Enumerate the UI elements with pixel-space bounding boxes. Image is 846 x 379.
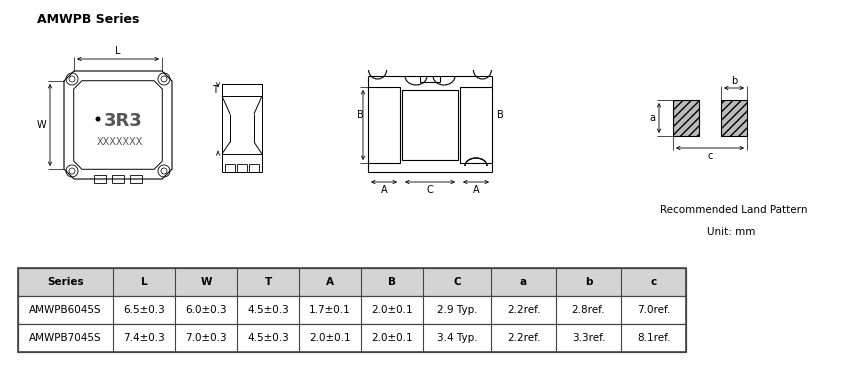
Text: T: T (212, 85, 218, 95)
Text: 3.3ref.: 3.3ref. (572, 333, 605, 343)
Bar (673, 100, 699, 136)
Text: W: W (36, 120, 46, 130)
Text: c: c (651, 277, 656, 287)
Text: AMWPB Series: AMWPB Series (37, 13, 140, 26)
Text: 2.0±0.1: 2.0±0.1 (309, 333, 351, 343)
Text: 4.5±0.3: 4.5±0.3 (247, 305, 288, 315)
Text: Recommended Land Pattern: Recommended Land Pattern (660, 205, 807, 215)
Bar (18, 268, 686, 296)
Text: A: A (381, 185, 387, 195)
Text: a: a (649, 113, 655, 123)
Bar (18, 324, 686, 352)
Bar (721, 100, 747, 136)
Text: XXXXXXX: XXXXXXX (96, 137, 143, 147)
Text: B: B (497, 110, 503, 120)
Text: 6.0±0.3: 6.0±0.3 (185, 305, 227, 315)
Text: 6.5±0.3: 6.5±0.3 (124, 305, 165, 315)
Text: 3.4 Typ.: 3.4 Typ. (437, 333, 477, 343)
Text: 2.2ref.: 2.2ref. (507, 305, 541, 315)
Text: A: A (473, 185, 480, 195)
Text: 2.0±0.1: 2.0±0.1 (371, 333, 413, 343)
Text: B: B (388, 277, 396, 287)
Text: b: b (585, 277, 592, 287)
Text: C: C (426, 185, 433, 195)
Text: 7.0±0.3: 7.0±0.3 (185, 333, 227, 343)
Text: AMWPB7045S: AMWPB7045S (30, 333, 102, 343)
Text: W: W (201, 277, 212, 287)
Text: c: c (707, 151, 712, 161)
Text: b: b (731, 76, 737, 86)
Text: C: C (453, 277, 461, 287)
Text: Unit: mm: Unit: mm (706, 227, 755, 237)
Text: B: B (357, 110, 364, 120)
Text: 8.1ref.: 8.1ref. (637, 333, 670, 343)
Bar (222, 84, 262, 96)
Circle shape (96, 116, 101, 122)
Text: L: L (140, 277, 147, 287)
Bar (402, 90, 458, 160)
Text: A: A (326, 277, 334, 287)
Bar (18, 268, 686, 352)
Text: 2.0±0.1: 2.0±0.1 (371, 305, 413, 315)
Text: T: T (264, 277, 272, 287)
Text: a: a (520, 277, 527, 287)
Bar (130, 175, 142, 183)
Text: 2.9 Typ.: 2.9 Typ. (437, 305, 477, 315)
Bar (460, 87, 492, 163)
Bar (94, 175, 106, 183)
Text: 2.2ref.: 2.2ref. (507, 333, 541, 343)
Text: 2.8ref.: 2.8ref. (572, 305, 605, 315)
Text: 1.7±0.1: 1.7±0.1 (309, 305, 351, 315)
Text: 7.0ref.: 7.0ref. (637, 305, 670, 315)
Text: Series: Series (47, 277, 84, 287)
Text: L: L (115, 46, 121, 56)
Text: AMWPB6045S: AMWPB6045S (30, 305, 102, 315)
Text: 3R3: 3R3 (103, 112, 142, 130)
Bar (18, 296, 686, 324)
Bar (368, 87, 400, 163)
Text: 7.4±0.3: 7.4±0.3 (124, 333, 165, 343)
Bar (112, 175, 124, 183)
Text: 4.5±0.3: 4.5±0.3 (247, 333, 288, 343)
